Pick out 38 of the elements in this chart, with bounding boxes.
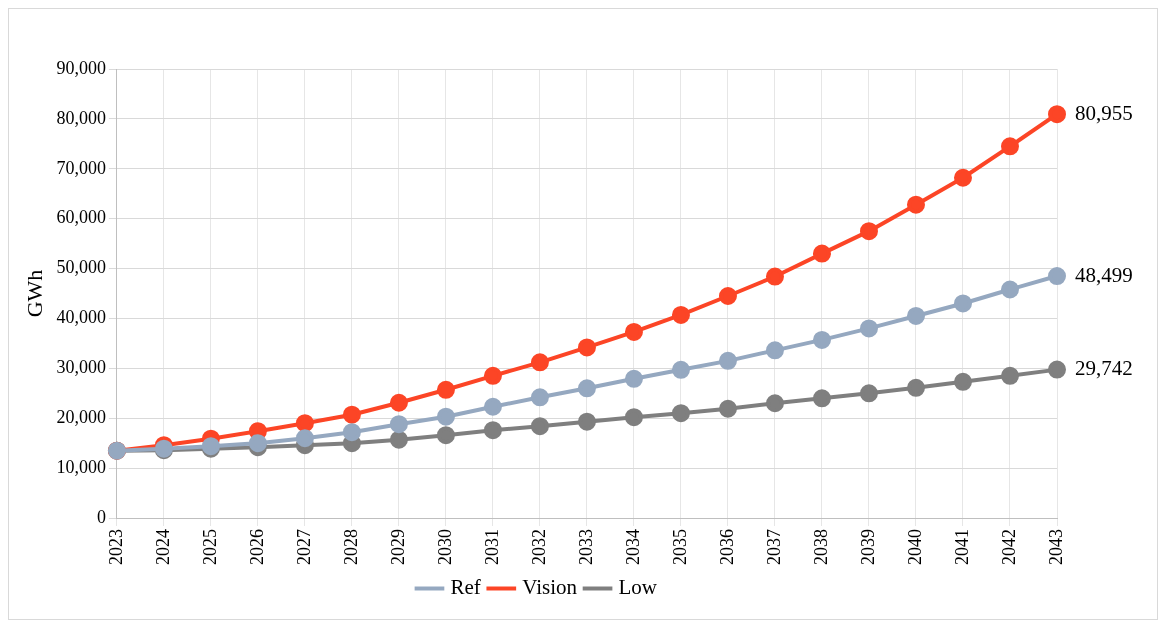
y-tick-label: 0 — [96, 506, 106, 527]
y-tick-label: 10,000 — [56, 456, 106, 477]
y-tick-label: 60,000 — [56, 207, 106, 228]
x-tick-label: 2041 — [951, 529, 972, 565]
y-tick-label: 20,000 — [56, 406, 106, 427]
x-tick-label: 2043 — [1045, 529, 1066, 565]
x-tick-label: 2033 — [575, 529, 596, 565]
x-tick-label: 2039 — [857, 529, 878, 565]
y-tick-label: 50,000 — [56, 257, 106, 278]
legend-label: Vision — [522, 575, 578, 600]
x-tick-label: 2029 — [387, 529, 408, 565]
x-tick-label: 2026 — [246, 529, 267, 565]
x-tick-label: 2034 — [622, 529, 643, 565]
x-tick-label: 2028 — [340, 529, 361, 565]
x-tick-label: 2035 — [669, 529, 690, 565]
y-tick-label: 70,000 — [56, 157, 106, 178]
data-label: 29,742 — [1075, 356, 1133, 381]
x-tick-label: 2036 — [716, 529, 737, 565]
y-tick-label: 40,000 — [56, 307, 106, 328]
x-tick-label: 2042 — [998, 529, 1019, 565]
x-tick-label: 2024 — [152, 529, 173, 565]
x-tick-label: 2023 — [105, 529, 126, 565]
x-tick-label: 2031 — [481, 529, 502, 565]
x-tick-label: 2025 — [199, 529, 220, 565]
legend-label: Low — [618, 575, 658, 600]
data-label: 80,955 — [1075, 100, 1133, 125]
y-axis-title: GWh — [21, 269, 47, 318]
x-tick-label: 2038 — [810, 529, 831, 565]
x-tick-label: 2027 — [293, 529, 314, 565]
legend-label: Ref — [450, 575, 481, 600]
y-tick-label: 80,000 — [56, 107, 106, 128]
x-tick-label: 2030 — [434, 529, 455, 565]
data-label: 48,499 — [1075, 262, 1133, 287]
x-tick-label: 2037 — [763, 529, 784, 565]
y-tick-label: 90,000 — [56, 57, 106, 78]
y-tick-label: 30,000 — [56, 357, 106, 378]
x-tick-label: 2040 — [904, 529, 925, 565]
x-tick-label: 2032 — [528, 529, 549, 565]
